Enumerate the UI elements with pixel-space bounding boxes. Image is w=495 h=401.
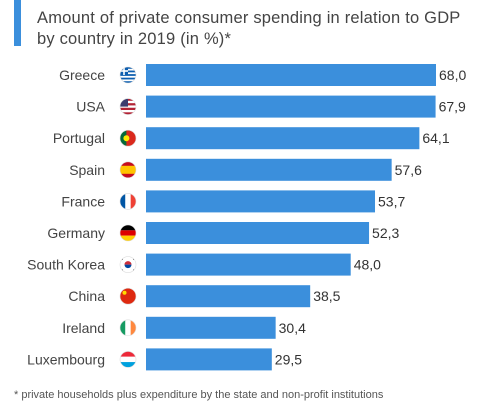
bar	[146, 158, 392, 181]
france-flag-icon	[119, 193, 137, 210]
bar	[146, 285, 311, 308]
bar-row: Germany 52,3	[47, 222, 400, 244]
bar	[146, 127, 420, 150]
value-label: 52,3	[372, 225, 399, 241]
category-label: China	[68, 288, 105, 304]
category-label: Luxembourg	[27, 351, 105, 367]
bar	[146, 348, 272, 371]
value-label: 57,6	[395, 162, 422, 178]
bar	[146, 253, 351, 276]
ireland-flag-icon	[119, 319, 137, 337]
germany-flag-icon	[119, 224, 137, 242]
value-label: 29,5	[275, 351, 302, 367]
category-label: Germany	[47, 225, 105, 241]
bar-row: Portugal 64,1	[53, 127, 450, 150]
value-label: 64,1	[422, 130, 449, 146]
value-label: 30,4	[279, 320, 306, 336]
bar-row: South Korea 48,0	[27, 253, 381, 276]
value-label: 53,7	[378, 193, 405, 209]
category-label: USA	[76, 99, 105, 115]
chart-subtitle: Amount of private consumer spending in r…	[37, 9, 461, 48]
category-label: Portugal	[53, 130, 105, 146]
category-label: South Korea	[27, 257, 105, 273]
spain-flag-icon	[119, 161, 137, 179]
bar-row: Greece 68,0	[59, 64, 466, 86]
usa-flag-icon	[119, 98, 137, 115]
bar-row: Luxembourg 29,5	[27, 348, 302, 371]
bar	[146, 222, 370, 244]
bar	[146, 316, 276, 339]
value-label: 68,0	[439, 67, 466, 83]
south-korea-flag-icon	[119, 256, 137, 273]
china-flag-icon	[119, 287, 137, 305]
bar-row: China 38,5	[68, 285, 341, 308]
bar	[146, 95, 436, 118]
greece-flag-icon	[119, 66, 137, 84]
portugal-flag-icon	[119, 129, 137, 147]
category-label: Ireland	[62, 320, 105, 336]
category-label: Spain	[69, 162, 105, 178]
bar-row: USA 67,9	[76, 95, 466, 118]
value-label: 38,5	[313, 288, 340, 304]
value-label: 48,0	[354, 257, 381, 273]
bar	[146, 190, 376, 213]
category-label: Greece	[59, 67, 105, 83]
bar-row: France 53,7	[61, 190, 405, 213]
value-label: 67,9	[439, 99, 466, 115]
bar	[146, 64, 436, 86]
title-accent-bar	[14, 0, 21, 46]
category-label: France	[61, 193, 105, 209]
bar-row: Spain 57,6	[69, 158, 422, 181]
bar-row: Ireland 30,4	[62, 316, 306, 339]
luxembourg-flag-icon	[119, 351, 137, 368]
chart-footnote: * private households plus expenditure by…	[14, 389, 384, 401]
